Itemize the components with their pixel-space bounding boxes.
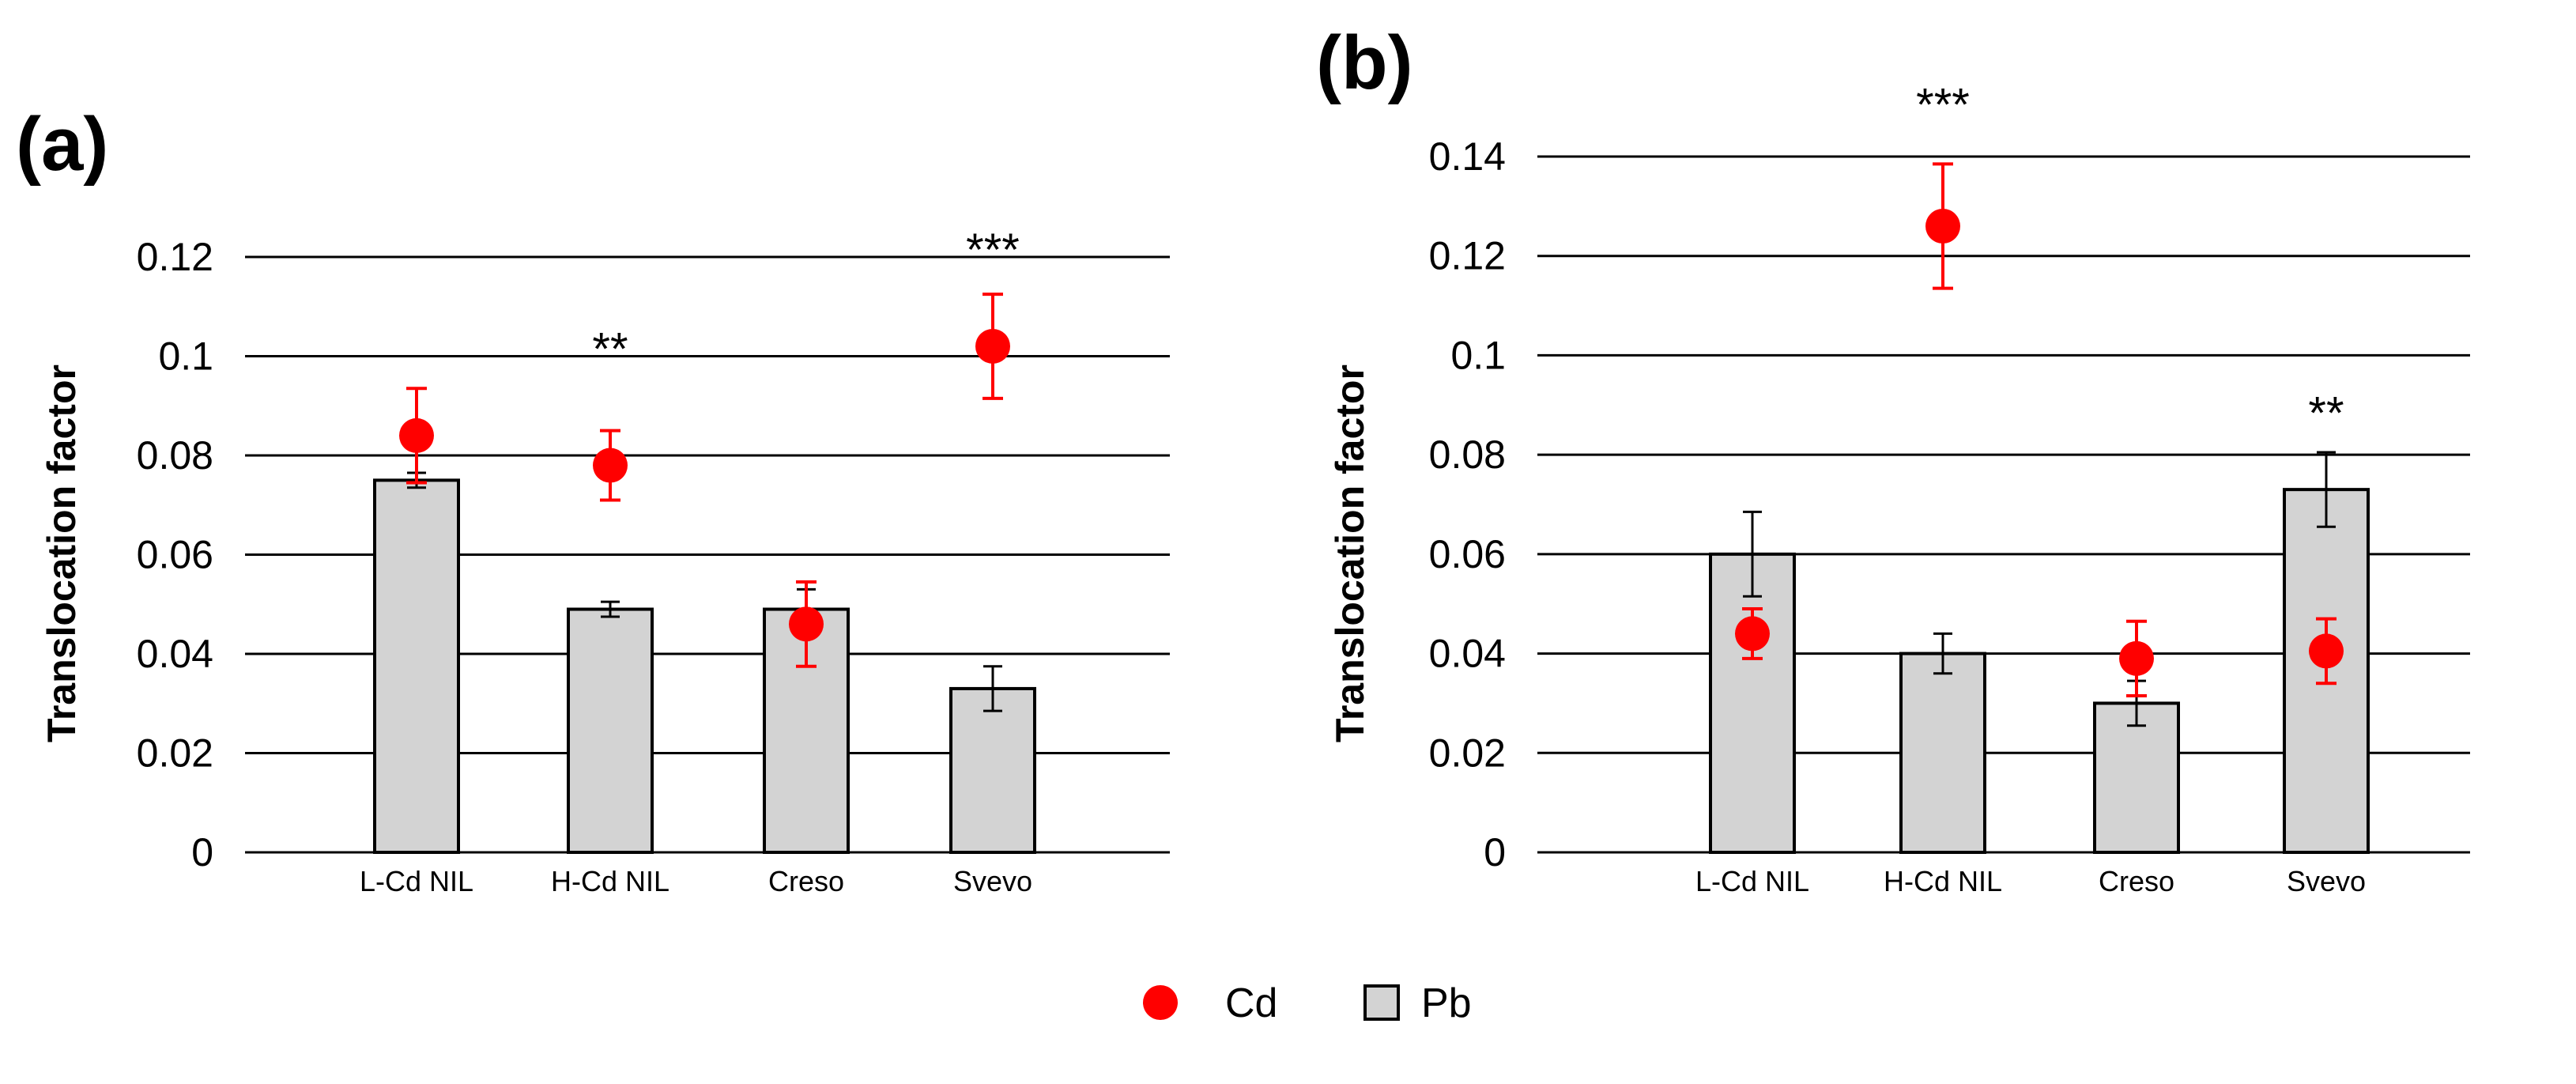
point-cd (2309, 633, 2344, 669)
point-cd (789, 606, 824, 642)
bar-pb (567, 607, 654, 855)
bar-pb (763, 607, 850, 855)
panel-label: (b) (1316, 21, 1413, 105)
bar-pb (2093, 701, 2180, 855)
point-cd (1735, 616, 1770, 652)
y-tick-label: 0.12 (1429, 234, 1506, 278)
x-tick-label: Creso (2099, 865, 2174, 897)
y-tick-label: 0 (191, 830, 213, 874)
point-cd (975, 328, 1010, 364)
legend-label-pb: Pb (1421, 980, 1472, 1026)
y-tick-label: 0.08 (1429, 432, 1506, 477)
significance-label: *** (1916, 80, 1970, 131)
y-tick-label: 0 (1484, 830, 1506, 874)
legend-label-cd: Cd (1225, 980, 1277, 1026)
x-tick-label: L-Cd NIL (1695, 865, 1809, 897)
point-cd (593, 448, 628, 483)
y-tick-label: 0.02 (137, 731, 213, 776)
chart-panel-a: (a) 0 0.02 0.04 0.06 0.08 0.1 0.12 Translocation… (16, 102, 1170, 897)
y-tick-label: 0.1 (158, 334, 213, 379)
y-tick-label: 0.04 (1429, 632, 1506, 676)
legend-marker-pb (1363, 984, 1400, 1021)
y-axis-label: Translocation factor (1328, 364, 1372, 742)
point-cd (399, 417, 434, 453)
y-tick-label: 0.1 (1450, 333, 1506, 377)
y-tick-label: 0.02 (1429, 731, 1506, 775)
bar-pb (949, 686, 1036, 854)
significance-label: *** (966, 225, 1020, 276)
bar-pb (1709, 552, 1796, 854)
significance-label: ** (2308, 387, 2344, 439)
y-tick-label: 0.12 (137, 235, 213, 279)
y-tick-label: 0.04 (137, 632, 213, 676)
y-axis-label: Translocation factor (40, 364, 84, 742)
point-cd (1925, 209, 1960, 244)
x-tick-label: H-Cd NIL (551, 865, 669, 897)
y-tick-label: 0.06 (137, 533, 213, 577)
legend-marker-cd (1143, 985, 1178, 1020)
y-tick-label: 0.06 (1429, 532, 1506, 576)
significance-label: ** (592, 324, 628, 376)
panel-label: (a) (16, 102, 108, 187)
x-tick-label: H-Cd NIL (1884, 865, 2002, 897)
legend: Cd Pb (1143, 980, 1472, 1026)
bar-pb (373, 478, 460, 854)
x-tick-label: Svevo (2287, 865, 2366, 897)
y-tick-label: 0.14 (1429, 134, 1506, 179)
x-tick-label: L-Cd NIL (360, 865, 473, 897)
x-tick-label: Creso (768, 865, 844, 897)
point-cd (2119, 640, 2154, 676)
y-tick-label: 0.08 (137, 433, 213, 478)
x-tick-label: Svevo (953, 865, 1032, 897)
chart-panel-b: (b) 0 0.02 0.04 0.06 0.08 0.1 0.12 0.14 Transloca… (1316, 21, 2470, 897)
bar-pb (1899, 652, 1986, 854)
